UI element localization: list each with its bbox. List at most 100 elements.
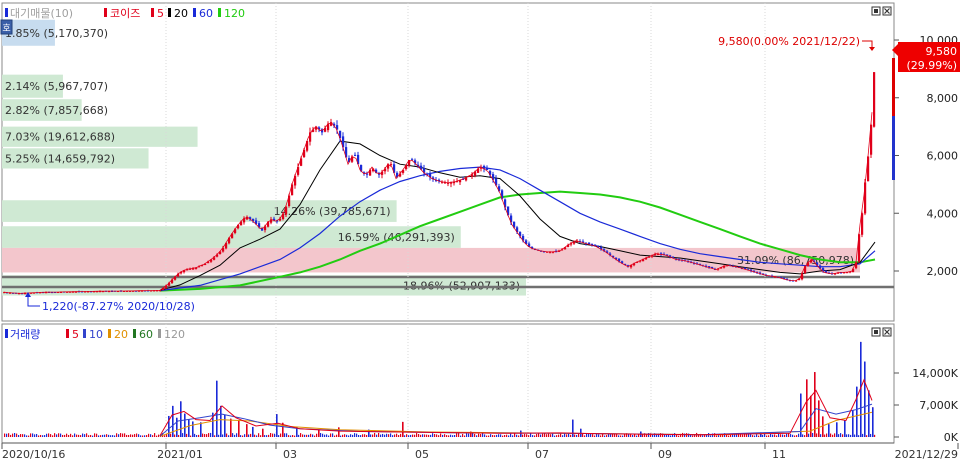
legend-vma10: 10 [89,328,103,341]
volume-bar [130,434,132,438]
candle-body [603,249,606,251]
volume-bar [292,435,294,438]
volume-bar [816,433,818,438]
candle-body [669,255,672,257]
volume-bar [74,433,76,438]
volume-bar [312,434,314,438]
candle-body [645,258,648,260]
volume-bar [514,433,516,438]
volume-bar [154,433,156,438]
candle-body [117,291,120,293]
volume-bar [874,434,876,438]
volume-bar [782,434,784,438]
volume-spike [856,386,858,437]
volume-bar [274,433,276,438]
volume-bar [60,433,62,438]
candle-body [273,218,276,221]
volume-bar [506,434,508,438]
legend-vma120: 120 [164,328,185,341]
volume-bar [526,434,528,438]
volume-bar [522,434,524,438]
candle-body [522,235,525,241]
volume-bar [616,434,618,438]
volume-bar [324,434,326,438]
price-panel-controls[interactable] [871,6,892,16]
volume-bar [672,433,674,438]
candle-body [501,190,504,199]
volume-bar [128,435,130,438]
volume-bar [452,435,454,438]
volume-bar [386,433,388,438]
volume-panel-controls[interactable] [871,327,892,337]
candle-body [810,260,813,263]
volume-bar [22,434,24,438]
candle-body [513,221,516,228]
volume-bar [194,433,196,438]
candle-body [486,168,489,170]
candle-body [429,173,432,178]
volume-bar [90,434,92,438]
volume-bar [858,435,860,438]
volume-bar [734,433,736,438]
candle-body [504,199,507,208]
volume-bar [632,435,634,438]
volume-bar [290,435,292,438]
volume-bar [358,435,360,438]
candle-body [852,268,855,273]
volume-bar [712,433,714,438]
candle-body [138,290,141,292]
volume-bar [132,434,134,438]
volume-bar [508,435,510,438]
volume-bar [100,435,102,438]
candle-body [837,272,840,274]
volume-bar [830,433,832,438]
candle-body [264,226,267,231]
volume-bar [66,433,68,438]
volume-bar [114,435,116,438]
candle-body [261,228,264,231]
candle-body [240,221,243,226]
volume-bar [692,435,694,438]
candle-body [18,293,21,295]
volume-bar [44,435,46,438]
candle-body [45,292,48,294]
volume-bar [372,434,374,438]
volume-bar [204,434,206,438]
legend-marker [168,8,171,17]
volume-bar [440,433,442,438]
volume-bar [684,433,686,438]
volume-bar [658,433,660,438]
volume-bar [8,433,10,438]
volume-spike [252,426,254,437]
volume-bar [148,433,150,438]
legend-marker [218,8,221,17]
volume-bar [492,435,494,438]
candle-body [222,247,225,252]
volume-bar [418,434,420,438]
volume-bar [68,434,70,438]
volume-bar [404,435,406,438]
volume-bar [750,434,752,438]
volume-bar [36,433,38,438]
volume-bar [258,433,260,438]
volume-bar [376,434,378,438]
volume-bar [566,434,568,438]
candle-body [564,247,567,250]
volume-bar [596,433,598,438]
volume-bar [794,435,796,438]
volume-bar [584,435,586,438]
volume-bar [636,435,638,438]
legend-volume-title: 거래량 [10,328,40,341]
candle-body [327,123,330,131]
volume-bar [468,433,470,438]
candle-body [552,251,555,253]
volume-bar [64,434,66,438]
candle-body [636,261,639,263]
candle-body [861,213,864,235]
volume-bar [460,435,462,438]
zoom-button[interactable] [0,19,13,35]
candle-body [594,244,597,247]
volume-bar [110,435,112,438]
candle-body [720,267,723,269]
volume-bar [652,434,654,438]
